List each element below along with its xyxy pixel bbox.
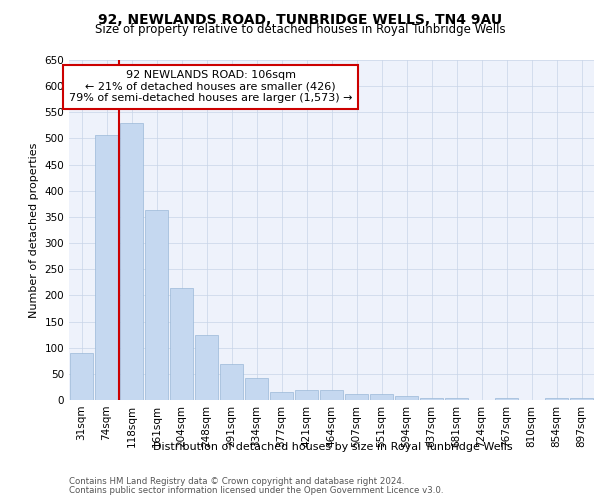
Bar	[295, 390, 319, 400]
Bar	[194, 334, 218, 400]
Bar	[419, 398, 443, 400]
Bar	[395, 396, 418, 400]
Bar	[545, 398, 568, 400]
Bar	[119, 123, 143, 400]
Text: Size of property relative to detached houses in Royal Tunbridge Wells: Size of property relative to detached ho…	[95, 22, 505, 36]
Bar	[269, 392, 293, 400]
Text: Contains HM Land Registry data © Crown copyright and database right 2024.: Contains HM Land Registry data © Crown c…	[69, 478, 404, 486]
Bar	[245, 378, 268, 400]
Text: Distribution of detached houses by size in Royal Tunbridge Wells: Distribution of detached houses by size …	[153, 442, 513, 452]
Bar	[494, 398, 518, 400]
Bar	[445, 398, 469, 400]
Bar	[220, 364, 244, 400]
Bar	[145, 210, 169, 400]
Bar	[569, 398, 593, 400]
Text: 92 NEWLANDS ROAD: 106sqm
← 21% of detached houses are smaller (426)
79% of semi-: 92 NEWLANDS ROAD: 106sqm ← 21% of detach…	[69, 70, 353, 103]
Text: 92, NEWLANDS ROAD, TUNBRIDGE WELLS, TN4 9AU: 92, NEWLANDS ROAD, TUNBRIDGE WELLS, TN4 …	[98, 12, 502, 26]
Bar	[70, 353, 94, 400]
Bar	[344, 394, 368, 400]
Bar	[370, 394, 394, 400]
Text: Contains public sector information licensed under the Open Government Licence v3: Contains public sector information licen…	[69, 486, 443, 495]
Bar	[95, 135, 118, 400]
Bar	[320, 390, 343, 400]
Bar	[170, 288, 193, 400]
Y-axis label: Number of detached properties: Number of detached properties	[29, 142, 39, 318]
